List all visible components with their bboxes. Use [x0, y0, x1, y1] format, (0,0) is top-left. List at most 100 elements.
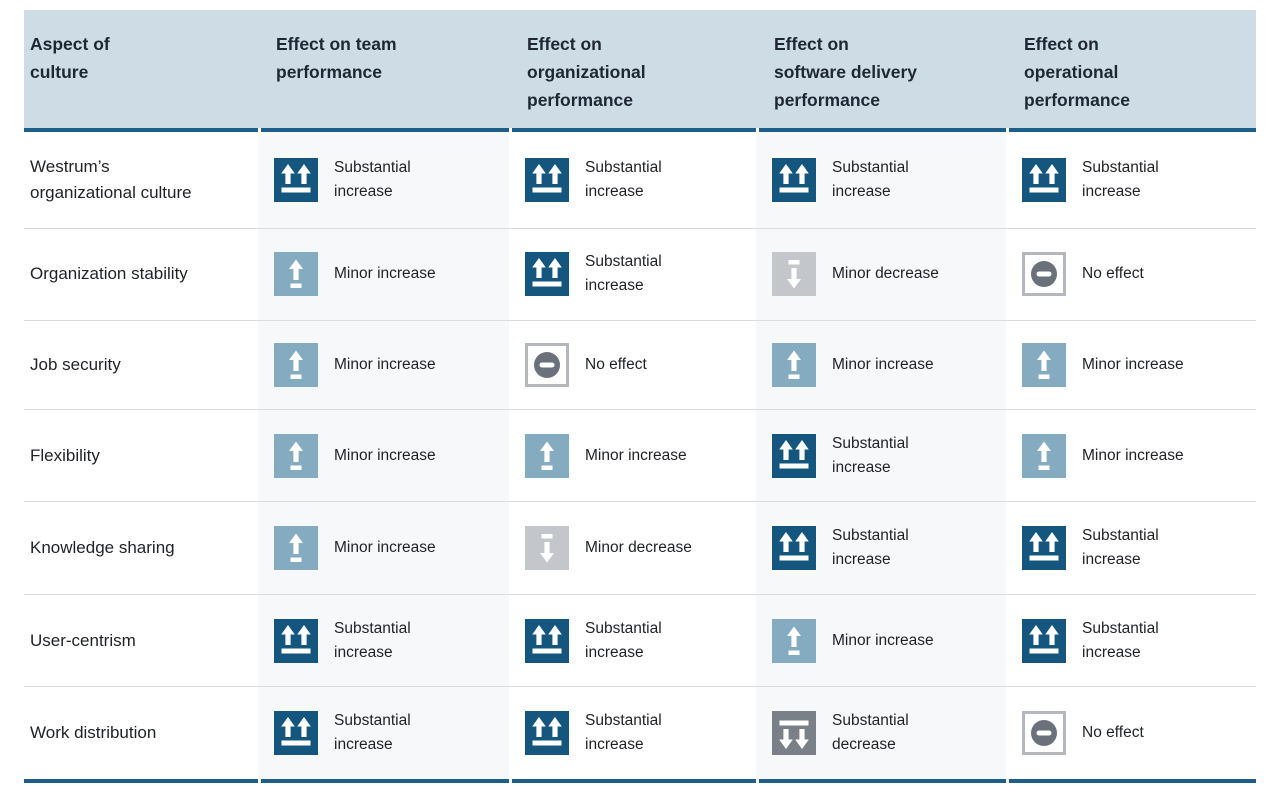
effect-cell-organizational: Minor decrease: [509, 502, 756, 594]
column-header-organizational-performance: Effect on organizational performance: [527, 34, 646, 110]
effect-label: Minor decrease: [585, 539, 692, 557]
double-up-arrow-icon: [274, 157, 318, 202]
double-up-arrow-icon: [274, 618, 318, 663]
effect-cell-software-delivery: Substantial increase: [756, 502, 1006, 594]
header-rule-segment: [24, 128, 258, 132]
effect-cell-operational: No effect: [1006, 687, 1256, 779]
effect-label: Substantial decrease: [832, 712, 909, 754]
bottom-rule-segment: [258, 779, 509, 783]
single-up-arrow-icon: [274, 252, 318, 297]
single-up-arrow-icon: [525, 433, 569, 478]
effect-label: Minor decrease: [832, 265, 939, 283]
effect-cell-operational: Minor increase: [1006, 321, 1256, 409]
effect-cell-software-delivery: Minor increase: [756, 594, 1006, 687]
double-up-arrow-icon: [525, 252, 569, 297]
minus-circle-icon: [1022, 711, 1066, 756]
effect-cell-software-delivery: Minor increase: [756, 321, 1006, 409]
effect-cell-team: Minor increase: [258, 502, 509, 594]
bottom-rule: [24, 779, 1256, 783]
double-up-arrow-icon: [772, 433, 816, 478]
header-rule-segment: [1006, 128, 1256, 132]
effect-label: Substantial increase: [334, 712, 411, 754]
double-up-arrow-icon: [772, 157, 816, 202]
double-up-arrow-icon: [1022, 618, 1066, 663]
effect-label: Substantial increase: [1082, 158, 1159, 200]
aspect-cell: Organization stability: [24, 229, 258, 321]
double-up-arrow-icon: [525, 711, 569, 756]
effect-label: Minor increase: [334, 539, 436, 557]
single-up-arrow-icon: [274, 433, 318, 478]
bottom-rule-segment: [24, 779, 258, 783]
bottom-rule-segment: [756, 779, 1006, 783]
table-header-row: Aspect of culture Effect on team perform…: [24, 10, 1256, 128]
aspect-label: Work distribution: [30, 723, 157, 743]
effect-cell-operational: Substantial increase: [1006, 502, 1256, 594]
aspect-cell: Westrum’s organizational culture: [24, 132, 258, 228]
aspect-label: Flexibility: [30, 445, 100, 465]
effect-cell-software-delivery: Substantial increase: [756, 132, 1006, 228]
single-up-arrow-icon: [1022, 342, 1066, 387]
aspect-cell: Work distribution: [24, 687, 258, 779]
effect-label: No effect: [585, 355, 647, 373]
effect-label: No effect: [1082, 724, 1144, 742]
effect-cell-team: Substantial increase: [258, 687, 509, 780]
effect-cell-software-delivery: Substantial decrease: [756, 687, 1006, 780]
effect-label: Substantial increase: [585, 619, 662, 661]
column-header-software-delivery-performance: Effect on software delivery performance: [774, 34, 917, 110]
effect-cell-operational: Minor increase: [1006, 410, 1256, 502]
aspect-label: Knowledge sharing: [30, 538, 175, 558]
effect-cell-team: Substantial increase: [258, 594, 509, 687]
table-row: User-centrism Substantial increase Subst…: [24, 594, 1256, 688]
header-rule-segment: [509, 128, 756, 132]
effect-cell-organizational: No effect: [509, 321, 756, 409]
effect-cell-operational: No effect: [1006, 229, 1256, 321]
aspect-cell: Flexibility: [24, 410, 258, 502]
double-up-arrow-icon: [274, 711, 318, 756]
table-row: Flexibility Minor increase Minor increas…: [24, 409, 1256, 503]
effect-cell-team: Minor increase: [258, 321, 509, 409]
double-up-arrow-icon: [772, 526, 816, 571]
aspect-cell: Knowledge sharing: [24, 502, 258, 594]
effect-label: Minor increase: [585, 446, 687, 464]
double-up-arrow-icon: [525, 618, 569, 663]
effect-label: Substantial increase: [1082, 619, 1159, 661]
table-body: Westrum’s organizational culture Substan…: [24, 132, 1256, 780]
bottom-rule-segment: [509, 779, 756, 783]
minus-circle-icon: [1022, 252, 1066, 297]
column-header-operational-performance: Effect on operational performance: [1024, 34, 1131, 110]
effect-cell-team: Minor increase: [258, 409, 509, 502]
effect-cell-organizational: Substantial increase: [509, 132, 756, 228]
aspect-label: Westrum’s organizational culture: [30, 156, 192, 202]
table-row: Organization stability Minor increase Su…: [24, 228, 1256, 322]
effect-label: Minor increase: [334, 446, 436, 464]
minus-circle-icon: [525, 342, 569, 387]
effect-label: No effect: [1082, 265, 1144, 283]
single-up-arrow-icon: [274, 526, 318, 571]
effect-label: Minor increase: [832, 355, 934, 373]
effect-label: Substantial increase: [832, 527, 909, 569]
single-down-arrow-icon: [772, 252, 816, 297]
single-down-arrow-icon: [525, 526, 569, 571]
table-row: Job security Minor increase No effect Mi…: [24, 321, 1256, 410]
effect-label: Minor increase: [1082, 355, 1184, 373]
table-row: Westrum’s organizational culture Substan…: [24, 132, 1256, 229]
column-header-team-performance: Effect on team performance: [276, 34, 397, 82]
effect-cell-operational: Substantial increase: [1006, 595, 1256, 687]
header-rule-segment: [258, 128, 509, 132]
single-up-arrow-icon: [772, 342, 816, 387]
header-rule: [24, 128, 1256, 132]
effect-cell-operational: Substantial increase: [1006, 132, 1256, 228]
table-row: Knowledge sharing Minor increase Minor d…: [24, 502, 1256, 595]
header-rule-segment: [756, 128, 1006, 132]
effect-label: Minor increase: [334, 265, 436, 283]
effect-label: Minor increase: [1082, 446, 1184, 464]
aspect-label: User-centrism: [30, 630, 136, 650]
aspect-label: Organization stability: [30, 264, 188, 284]
effect-cell-organizational: Substantial increase: [509, 687, 756, 779]
effect-cell-organizational: Substantial increase: [509, 229, 756, 321]
effect-label: Substantial increase: [334, 158, 411, 200]
effect-cell-team: Minor increase: [258, 228, 509, 321]
table-row: Work distribution Substantial increase S…: [24, 687, 1256, 780]
single-up-arrow-icon: [772, 618, 816, 663]
